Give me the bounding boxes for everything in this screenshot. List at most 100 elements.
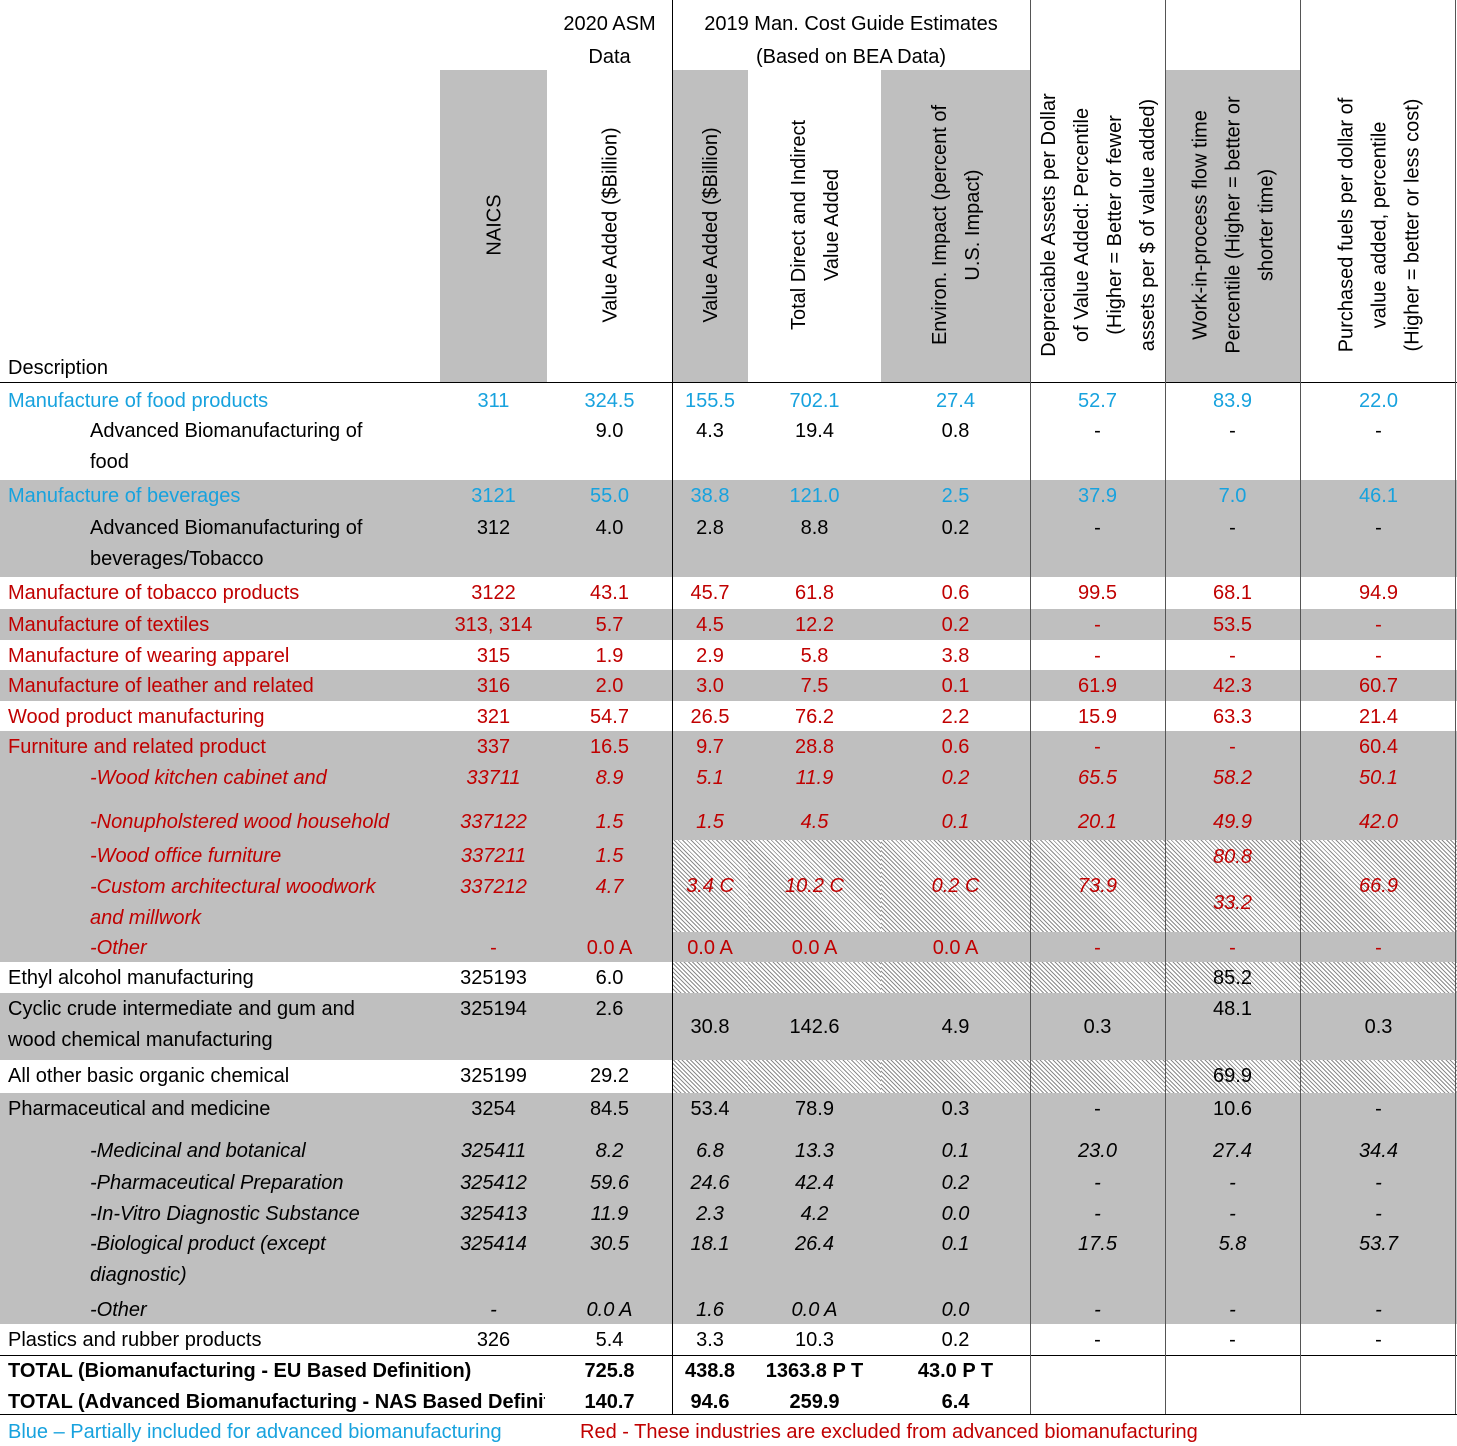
row-label: Manufacture of food products bbox=[8, 390, 269, 412]
cell-bg bbox=[748, 670, 881, 701]
cell-value: - bbox=[1375, 1203, 1382, 1225]
cell-value: 80.8 bbox=[1213, 846, 1252, 868]
cell-value: 5.8 bbox=[800, 645, 829, 667]
cell-bg bbox=[881, 1294, 1030, 1324]
column-header: Value Added bbox=[821, 169, 843, 281]
legend-red: Red - These industries are excluded from… bbox=[580, 1421, 1198, 1443]
column-header: Purchased fuels per dollar of bbox=[1336, 97, 1358, 352]
cell-value: - bbox=[490, 1299, 497, 1321]
cell-value: 0.1 bbox=[941, 1233, 970, 1255]
column-header: U.S. Impact) bbox=[962, 169, 984, 280]
cell-bg bbox=[881, 762, 1030, 800]
row-label: -Wood kitchen cabinet and bbox=[90, 767, 327, 789]
cell-bg bbox=[1300, 670, 1457, 701]
row-label: -Pharmaceutical Preparation bbox=[90, 1172, 344, 1194]
cell-bg bbox=[672, 800, 748, 840]
cell-bg bbox=[672, 731, 748, 762]
cell-value: 4.2 bbox=[800, 1203, 829, 1225]
cell-bg bbox=[748, 932, 881, 962]
cell-value: 27.4 bbox=[1213, 1140, 1252, 1162]
cell-value: - bbox=[1229, 1299, 1236, 1321]
cell-bg bbox=[0, 840, 440, 932]
cell-value: - bbox=[1229, 1172, 1236, 1194]
column-header: shorter time) bbox=[1256, 169, 1278, 281]
cell-bg bbox=[547, 762, 672, 800]
cell-value: 2.2 bbox=[941, 706, 970, 728]
row-label: Cyclic crude intermediate and gum and bbox=[8, 998, 355, 1020]
cell-bg bbox=[547, 840, 672, 932]
cell-bg bbox=[881, 962, 1030, 993]
cell-bg bbox=[748, 962, 881, 993]
row-label: -Other bbox=[90, 1299, 147, 1321]
cell-value: 22.0 bbox=[1359, 390, 1398, 412]
row-label: -In-Vitro Diagnostic Substance bbox=[90, 1203, 360, 1225]
cell-bg bbox=[672, 962, 748, 993]
row-label: Manufacture of leather and related bbox=[8, 675, 314, 697]
row-label: wood chemical manufacturing bbox=[8, 1029, 273, 1051]
cell-bg bbox=[0, 670, 440, 701]
cell-bg bbox=[1030, 762, 1165, 800]
cell-value: 155.5 bbox=[684, 390, 736, 412]
cell-value: 65.5 bbox=[1078, 767, 1117, 789]
cell-value: 2.8 bbox=[696, 517, 724, 539]
cell-value: 8.2 bbox=[595, 1140, 624, 1162]
cell-value: - bbox=[1229, 1329, 1236, 1351]
cell-value: 3122 bbox=[471, 582, 516, 604]
cell-bg bbox=[1300, 1294, 1457, 1324]
cell-value: 325413 bbox=[460, 1203, 527, 1225]
cell-bg bbox=[881, 1228, 1030, 1294]
cell-value: 6.4 bbox=[941, 1391, 970, 1413]
row-label: Furniture and related product bbox=[8, 736, 266, 758]
cell-bg bbox=[1030, 1167, 1165, 1198]
cell-value: 33711 bbox=[466, 767, 521, 789]
cell-bg bbox=[748, 480, 881, 512]
cell-value: 0.3 bbox=[1364, 1015, 1393, 1038]
cell-value: 53.7 bbox=[1359, 1233, 1398, 1255]
cell-value: - bbox=[1094, 937, 1101, 959]
cell-bg bbox=[1300, 1093, 1457, 1123]
cell-bg bbox=[1165, 1198, 1300, 1228]
row-label: -Nonupholstered wood household bbox=[90, 811, 390, 833]
cell-bg bbox=[440, 512, 547, 577]
row-label: beverages/Tobacco bbox=[90, 548, 264, 570]
column-header: of Value Added: Percentile bbox=[1071, 108, 1093, 342]
cell-bg bbox=[1030, 800, 1165, 840]
cell-bg bbox=[1300, 840, 1457, 932]
cell-value: - bbox=[1094, 420, 1101, 442]
group-header: Data bbox=[588, 46, 631, 68]
cell-value: 50.1 bbox=[1359, 767, 1398, 789]
cell-bg bbox=[748, 1123, 881, 1167]
cell-value: 49.9 bbox=[1213, 811, 1252, 833]
cell-value: 84.5 bbox=[590, 1098, 629, 1120]
cell-value: 9.0 bbox=[595, 420, 624, 442]
cell-value: 61.9 bbox=[1078, 675, 1117, 697]
cell-value: 121.0 bbox=[789, 485, 840, 507]
cell-bg bbox=[748, 993, 881, 1060]
cell-bg bbox=[547, 1294, 672, 1324]
cell-bg bbox=[1300, 800, 1457, 840]
cell-value: 43.1 bbox=[590, 582, 629, 604]
cell-value: 142.6 bbox=[789, 1015, 840, 1038]
cell-value: 30.8 bbox=[690, 1015, 730, 1038]
cell-bg bbox=[672, 1228, 748, 1294]
cell-bg bbox=[1300, 512, 1457, 577]
cell-value: 17.5 bbox=[1078, 1233, 1117, 1255]
cell-bg bbox=[881, 1060, 1030, 1093]
cell-bg bbox=[440, 840, 547, 932]
cell-bg bbox=[672, 480, 748, 512]
cell-value: 0.0 A bbox=[586, 1299, 633, 1321]
cell-value: 4.9 bbox=[941, 1015, 970, 1038]
cell-value: 48.1 bbox=[1213, 998, 1252, 1020]
cell-value: 0.3 bbox=[1083, 1015, 1112, 1038]
cell-value: 8.9 bbox=[595, 767, 624, 789]
row-label: Ethyl alcohol manufacturing bbox=[8, 967, 254, 989]
cell-value: 325414 bbox=[460, 1233, 527, 1255]
cell-value: 2.0 bbox=[595, 675, 624, 697]
row-label: Advanced Biomanufacturing of bbox=[90, 420, 363, 442]
cell-value: 20.1 bbox=[1078, 811, 1117, 833]
cell-value: 0.2 bbox=[941, 614, 970, 636]
cell-value: - bbox=[1094, 517, 1101, 539]
cell-value: 5.1 bbox=[696, 767, 724, 789]
cell-value: 1.5 bbox=[696, 811, 724, 833]
